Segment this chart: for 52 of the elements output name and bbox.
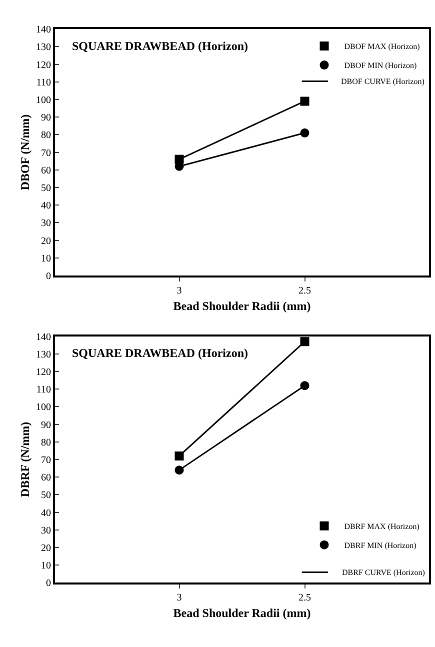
y-tick-label: 0 <box>46 578 51 590</box>
y-tick-label: 100 <box>36 402 51 414</box>
point <box>174 451 184 460</box>
y-tick-label: 10 <box>41 253 51 264</box>
x-tick-label: 3 <box>176 285 182 296</box>
x-axis-title: Bead Shoulder Radii (mm) <box>173 298 311 313</box>
x-tick-label: 3 <box>176 592 182 604</box>
point <box>300 128 310 138</box>
point <box>300 337 310 346</box>
y-tick-label: 90 <box>41 420 51 431</box>
x-tick-label: 2.5 <box>298 592 311 604</box>
y-tick-label: 80 <box>41 437 51 448</box>
text: SQUARE DRAWBEAD (Horizon) <box>72 39 248 53</box>
y-tick-label: 100 <box>36 94 51 106</box>
point <box>300 381 310 390</box>
y-tick-label: 20 <box>41 236 51 247</box>
y-tick-label: 120 <box>36 60 51 71</box>
y-tick-label: 120 <box>36 366 51 378</box>
y-tick-label: 70 <box>41 455 51 466</box>
y-tick-label: 110 <box>36 384 51 396</box>
y-tick-label: 140 <box>36 332 51 343</box>
y-tick-label: 130 <box>36 349 51 360</box>
y-tick-label: 50 <box>41 490 51 502</box>
legend-label: DBOF MAX (Horizon) <box>344 42 420 52</box>
y-tick-label: 140 <box>36 24 51 36</box>
y-tick-label: 60 <box>41 472 51 484</box>
y-tick-label: 20 <box>41 543 51 554</box>
legend-label: DBOF MIN (Horizon) <box>344 61 418 70</box>
y-axis-title: DBRF (N/mm) <box>18 422 32 498</box>
y-tick-label: 90 <box>41 112 51 124</box>
legend-label: DBRF MIN (Horizon) <box>344 540 417 550</box>
annotation: DBOF CURVE (Horizon) <box>341 77 425 86</box>
y-tick-label: 40 <box>41 200 51 212</box>
legend-label: DBRF MAX (Horizon) <box>344 522 420 531</box>
y-tick-label: 30 <box>41 218 51 230</box>
y-tick-label: 130 <box>36 42 51 54</box>
y-tick-label: 30 <box>41 525 51 536</box>
point <box>300 96 310 106</box>
y-tick-label: 110 <box>36 77 51 88</box>
y-tick-label: 40 <box>41 508 51 519</box>
text: SQUARE DRAWBEAD (Horizon) <box>72 346 248 360</box>
y-tick-label: 60 <box>41 165 51 176</box>
x-axis-title: Bead Shoulder Radii (mm) <box>173 606 311 620</box>
y-tick-label: 10 <box>41 560 51 572</box>
y-axis-title: DBOF (N/mm) <box>18 114 32 190</box>
y-tick-label: 50 <box>41 182 51 194</box>
annotation: DBRF CURVE (Horizon) <box>342 568 426 577</box>
y-tick-label: 0 <box>46 270 51 282</box>
x-tick-label: 2.5 <box>298 285 311 296</box>
y-tick-label: 80 <box>41 130 51 142</box>
point <box>174 466 184 475</box>
y-tick-label: 70 <box>41 148 51 159</box>
